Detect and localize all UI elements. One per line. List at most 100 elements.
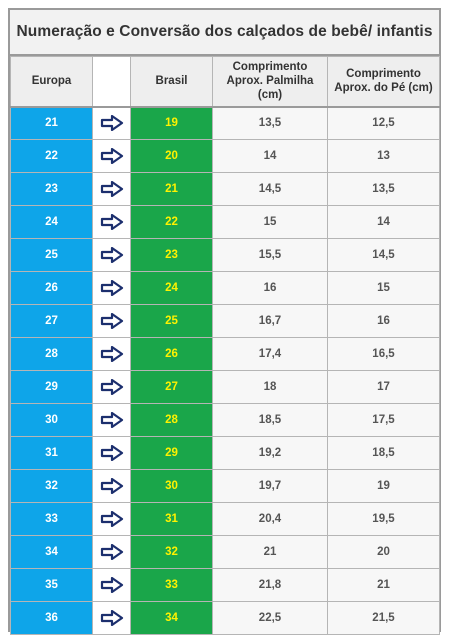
- europa-size: 21: [10, 106, 93, 140]
- palmilha-length: 19,7: [212, 469, 328, 503]
- brasil-size: 22: [130, 205, 213, 239]
- palmilha-length: 21: [212, 535, 328, 569]
- right-arrow-icon: [100, 511, 123, 527]
- right-arrow-icon: [100, 379, 123, 395]
- table-row: 35 33 21,8 21: [10, 568, 440, 602]
- brasil-size: 27: [130, 370, 213, 404]
- brasil-size: 30: [130, 469, 213, 503]
- pe-length: 16,5: [327, 337, 440, 371]
- pe-length: 16: [327, 304, 440, 338]
- europa-size: 29: [10, 370, 93, 404]
- header-arrow-blank: [92, 56, 131, 107]
- palmilha-length: 14: [212, 139, 328, 173]
- arrow-cell: [92, 139, 131, 173]
- pe-length: 21,5: [327, 601, 440, 635]
- arrow-cell: [92, 172, 131, 206]
- pe-length: 18,5: [327, 436, 440, 470]
- right-arrow-icon: [100, 544, 123, 560]
- right-arrow-icon: [100, 181, 123, 197]
- europa-size: 34: [10, 535, 93, 569]
- arrow-cell: [92, 205, 131, 239]
- table-row: 23 21 14,5 13,5: [10, 172, 440, 206]
- arrow-cell: [92, 337, 131, 371]
- right-arrow-icon: [100, 247, 123, 263]
- right-arrow-icon: [100, 577, 123, 593]
- pe-length: 14,5: [327, 238, 440, 272]
- table-row: 27 25 16,7 16: [10, 304, 440, 338]
- brasil-size: 21: [130, 172, 213, 206]
- pe-length: 19: [327, 469, 440, 503]
- pe-length: 17,5: [327, 403, 440, 437]
- header-pe-line-2: Aprox. do Pé (cm): [334, 82, 433, 95]
- palmilha-length: 15,5: [212, 238, 328, 272]
- europa-size: 31: [10, 436, 93, 470]
- brasil-size: 32: [130, 535, 213, 569]
- arrow-cell: [92, 568, 131, 602]
- pe-length: 21: [327, 568, 440, 602]
- right-arrow-icon: [100, 610, 123, 626]
- brasil-size: 33: [130, 568, 213, 602]
- pe-length: 13: [327, 139, 440, 173]
- brasil-size: 34: [130, 601, 213, 635]
- table-row: 33 31 20,4 19,5: [10, 502, 440, 536]
- europa-size: 30: [10, 403, 93, 437]
- palmilha-length: 22,5: [212, 601, 328, 635]
- europa-size: 22: [10, 139, 93, 173]
- right-arrow-icon: [100, 148, 123, 164]
- right-arrow-icon: [100, 214, 123, 230]
- arrow-cell: [92, 370, 131, 404]
- europa-size: 36: [10, 601, 93, 635]
- europa-size: 35: [10, 568, 93, 602]
- palmilha-length: 15: [212, 205, 328, 239]
- size-chart: Numeração e Conversão dos calçados de be…: [8, 8, 441, 635]
- pe-length: 19,5: [327, 502, 440, 536]
- europa-size: 33: [10, 502, 93, 536]
- right-arrow-icon: [100, 280, 123, 296]
- arrow-cell: [92, 469, 131, 503]
- brasil-size: 26: [130, 337, 213, 371]
- header-pe-line-1: Comprimento: [346, 68, 421, 81]
- table-row: 29 27 18 17: [10, 370, 440, 404]
- palmilha-length: 20,4: [212, 502, 328, 536]
- pe-length: 15: [327, 271, 440, 305]
- arrow-cell: [92, 106, 131, 140]
- palmilha-length: 17,4: [212, 337, 328, 371]
- brasil-size: 25: [130, 304, 213, 338]
- right-arrow-icon: [100, 412, 123, 428]
- table-row: 36 34 22,5 21,5: [10, 601, 440, 635]
- arrow-cell: [92, 304, 131, 338]
- palmilha-length: 18,5: [212, 403, 328, 437]
- europa-size: 32: [10, 469, 93, 503]
- header-palmilha-line-1: Comprimento: [232, 61, 308, 74]
- europa-size: 23: [10, 172, 93, 206]
- palmilha-length: 16,7: [212, 304, 328, 338]
- arrow-cell: [92, 403, 131, 437]
- brasil-size: 20: [130, 139, 213, 173]
- size-table: Europa Brasil Comprimento Aprox. Palmilh…: [10, 56, 440, 635]
- table-row: 25 23 15,5 14,5: [10, 238, 440, 272]
- header-palmilha-line-2: Aprox. Palmilha: [226, 75, 314, 88]
- europa-size: 27: [10, 304, 93, 338]
- palmilha-length: 13,5: [212, 106, 328, 140]
- right-arrow-icon: [100, 478, 123, 494]
- header-palmilha-line-3: (cm): [257, 89, 283, 102]
- chart-title: Numeração e Conversão dos calçados de be…: [10, 10, 439, 56]
- pe-length: 12,5: [327, 106, 440, 140]
- europa-size: 26: [10, 271, 93, 305]
- brasil-size: 28: [130, 403, 213, 437]
- palmilha-length: 16: [212, 271, 328, 305]
- palmilha-length: 14,5: [212, 172, 328, 206]
- right-arrow-icon: [100, 313, 123, 329]
- table-row: 32 30 19,7 19: [10, 469, 440, 503]
- pe-length: 13,5: [327, 172, 440, 206]
- arrow-cell: [92, 238, 131, 272]
- header-europa: Europa: [10, 56, 93, 107]
- table-row: 22 20 14 13: [10, 139, 440, 173]
- table-row: 34 32 21 20: [10, 535, 440, 569]
- europa-size: 25: [10, 238, 93, 272]
- table-row: 30 28 18,5 17,5: [10, 403, 440, 437]
- table-row: 24 22 15 14: [10, 205, 440, 239]
- pe-length: 17: [327, 370, 440, 404]
- pe-length: 14: [327, 205, 440, 239]
- table-header-row: Europa Brasil Comprimento Aprox. Palmilh…: [10, 56, 440, 107]
